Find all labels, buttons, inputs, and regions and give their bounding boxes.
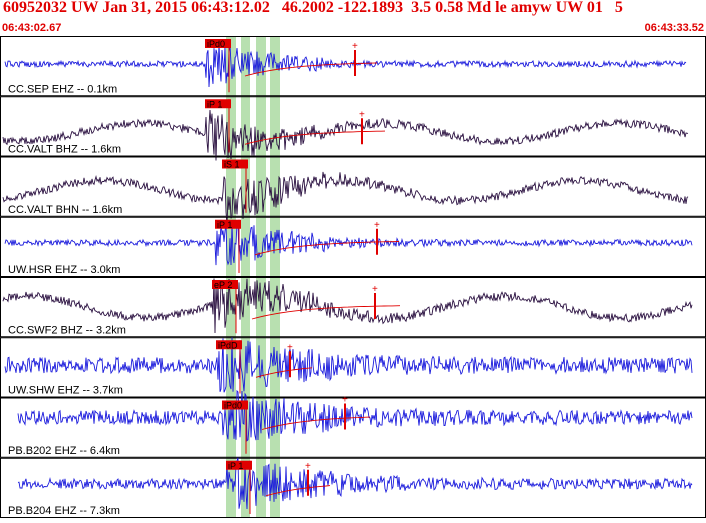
phase-pick-box [222,400,248,410]
station-label: UW.HSR EHZ -- 3.0km [8,264,120,276]
waveform-trace [4,337,693,393]
event-summary-title: 60952032 UW Jan 31, 2015 06:43:12.02 46.… [3,0,623,16]
phase-pick-box [205,39,231,48]
waveform-trace [2,109,689,161]
coda-plus-marker: + [374,220,380,231]
phase-pick-box [222,159,248,169]
waveform-trace [4,219,693,266]
coda-decay-curve [254,241,400,256]
station-label: PB.B202 EHZ -- 6.4km [8,445,120,457]
station-label: CC.VALT BHN -- 1.6km [8,204,122,216]
waveform-trace [17,457,693,510]
phase-pick-box [216,340,242,350]
seismogram-header: 60952032 UW Jan 31, 2015 06:43:12.02 46.… [0,0,706,36]
coda-plus-marker: + [372,284,378,295]
coda-plus-marker: + [359,109,365,120]
coda-plus-marker: + [352,41,358,52]
station-label: UW.SHW EHZ -- 3.7km [8,385,123,397]
coda-plus-marker: + [305,461,311,472]
station-label: CC.SEP EHZ -- 0.1km [8,83,117,95]
phase-pick-box [205,99,231,109]
waveform-trace [2,278,693,334]
phase-pick-label: iPdD [218,340,238,350]
phase-pick-label: iPd0 [207,39,225,49]
phase-pick-box [215,219,241,229]
waveform-trace [4,43,687,88]
phase-pick-label: iP 1 [217,220,232,230]
coda-decay-curve [265,485,331,497]
phase-pick-label: iP 1 [228,461,243,471]
phase-pick-label: iS 1 [224,160,240,170]
coda-plus-marker: + [287,342,293,353]
seismogram-traces: + iPd0 CC.SEP EHZ -- 0.1km + iP 1 CC.VALT BHZ… [0,36,706,518]
phase-pick-label: iP 1 [207,99,222,109]
station-label: CC.SWF2 BHZ -- 3.2km [8,324,126,336]
coda-decay-curve [261,416,371,430]
waveform-trace [17,389,693,442]
station-label: CC.VALT BHZ -- 1.6km [8,144,121,156]
coda-decay-curve [255,367,313,378]
phase-pick-box [226,460,252,470]
window-start-time: 06:43:02.67 [2,22,62,34]
coda-plus-marker: + [342,395,348,406]
phase-pick-box [212,280,238,289]
phase-pick-label: eP 2 [214,280,232,290]
waveform-trace [2,171,689,226]
station-label: PB.B204 EHZ -- 7.3km [8,505,120,517]
window-end-time: 06:43:33.52 [644,22,704,34]
seismogram-panel: + iPd0 CC.SEP EHZ -- 0.1km + iP 1 CC.VALT BHZ… [0,36,706,518]
phase-pick-label: iPd0 [224,401,242,411]
